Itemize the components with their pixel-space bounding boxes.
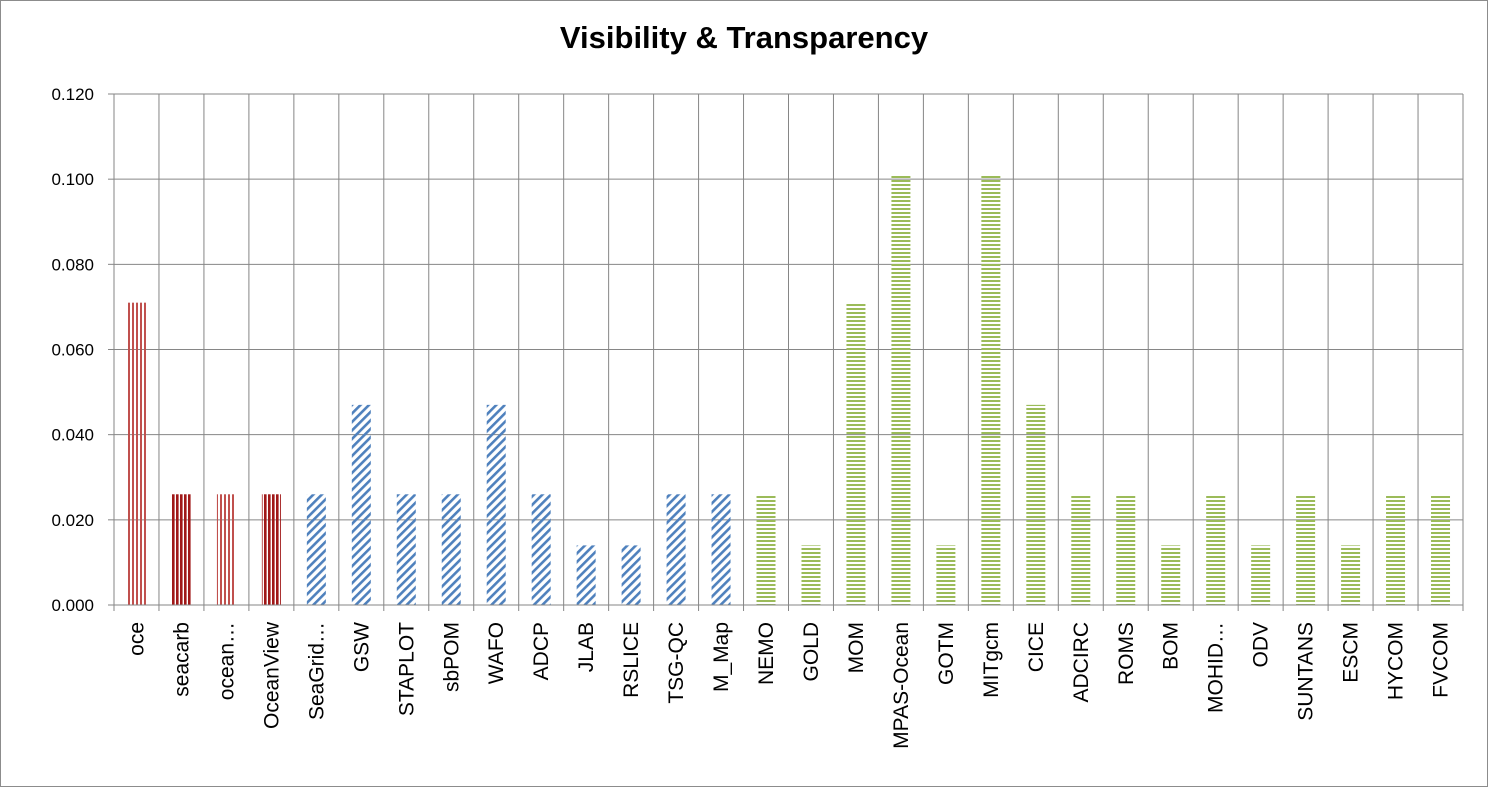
bar-7 [441, 494, 461, 605]
x-tick-label: HYCOM [1385, 622, 1408, 700]
y-tick-label: 0.020 [51, 511, 94, 530]
bar-8 [486, 404, 506, 605]
x-tick-label: GSW [350, 622, 373, 672]
x-tick-label: oce [125, 622, 148, 656]
bar-5 [351, 404, 371, 605]
bar-18 [936, 545, 956, 605]
x-tick-label: GOLD [800, 622, 823, 682]
y-tick-label: 0.060 [51, 341, 94, 360]
bar-0 [126, 302, 146, 605]
bar-1 [171, 494, 191, 605]
x-tick-label: RSLICE [620, 622, 643, 698]
x-tick-label: ADCIRC [1070, 622, 1093, 703]
bar-14 [756, 494, 776, 605]
x-tick-label: CICE [1025, 622, 1048, 672]
y-tick-label: 0.100 [51, 170, 94, 189]
y-tick-label: 0.040 [51, 426, 94, 445]
bar-11 [621, 545, 641, 605]
bar-27 [1341, 545, 1361, 605]
bar-22 [1116, 494, 1136, 605]
y-tick-label: 0.000 [51, 596, 94, 615]
bar-6 [396, 494, 416, 605]
x-tick-label: FVCOM [1430, 622, 1453, 698]
x-tick-label: MOHID… [1205, 622, 1228, 713]
bar-20 [1026, 404, 1046, 605]
x-tick-label: seacarb [170, 622, 193, 697]
bar-10 [576, 545, 596, 605]
bar-25 [1251, 545, 1271, 605]
bar-19 [981, 174, 1001, 606]
x-tick-label: ESCM [1340, 622, 1363, 683]
x-tick-label: BOM [1160, 622, 1183, 670]
bar-24 [1206, 494, 1226, 605]
chart-title: Visibility & Transparency [559, 20, 929, 55]
bar-3 [261, 494, 281, 605]
x-tick-label: STAPLOT [395, 622, 418, 716]
x-tick-label: ADCP [530, 622, 553, 680]
x-tick-label: TSG-QC [665, 622, 688, 704]
x-tick-label: NEMO [755, 622, 778, 685]
x-tick-label: SeaGrid… [305, 622, 328, 720]
x-tick-label: MOM [845, 622, 868, 673]
x-tick-label: WAFO [485, 622, 508, 684]
x-tick-label: MITgcm [980, 622, 1003, 698]
x-tick-label: MPAS-Ocean [890, 622, 913, 749]
bar-9 [531, 494, 551, 605]
bar-2 [216, 494, 236, 605]
bar-15 [801, 545, 821, 605]
bar-4 [306, 494, 326, 605]
bar-21 [1071, 494, 1091, 605]
bar-17 [891, 174, 911, 606]
x-tick-label: ROMS [1115, 622, 1138, 685]
x-tick-label: ocean… [215, 622, 238, 700]
bar-28 [1386, 494, 1406, 605]
y-tick-label: 0.120 [51, 85, 94, 104]
x-tick-label: GOTM [935, 622, 958, 685]
bar-16 [846, 302, 866, 605]
x-tick-label: sbPOM [440, 622, 463, 692]
x-tick-label: SUNTANS [1295, 622, 1318, 721]
y-tick-label: 0.080 [51, 255, 94, 274]
x-tick-label: OceanView [260, 621, 283, 729]
x-tick-label: M_Map [710, 622, 733, 692]
x-tick-label: ODV [1250, 622, 1273, 668]
bar-12 [666, 494, 686, 605]
bar-29 [1431, 494, 1451, 605]
bar-26 [1296, 494, 1316, 605]
bar-13 [711, 494, 731, 605]
bar-23 [1161, 545, 1181, 605]
x-tick-label: JLAB [575, 622, 598, 672]
